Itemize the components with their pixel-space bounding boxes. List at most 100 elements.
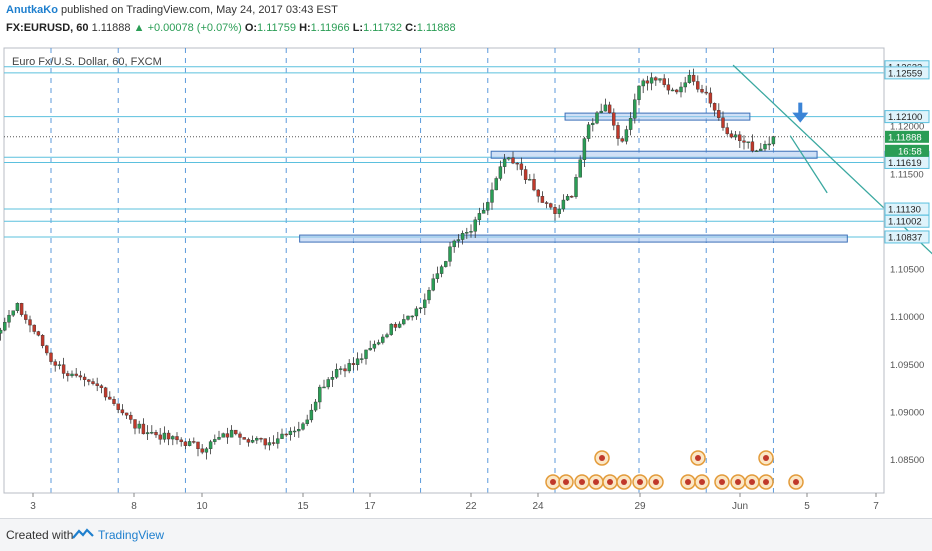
candle-body [410,315,414,318]
candle-body [297,429,301,432]
publish-info: published on TradingView.com, May 24, 20… [61,4,338,16]
event-flag-dot [599,455,605,461]
candle-body [498,166,503,179]
candle-body [112,399,116,404]
time-tick-label: 29 [634,501,646,512]
candle-body [423,299,427,308]
event-flag-dot [550,479,556,485]
candle-body [74,373,78,376]
candle-body [536,189,540,197]
candle-body [347,363,351,372]
candle-body [255,438,259,441]
candle-body [738,134,742,142]
event-flag-dot [637,479,643,485]
candle-body [196,441,200,450]
time-tick-label: 17 [364,501,376,512]
candle-body [586,124,591,139]
candle-body [322,386,326,389]
candle-body [444,261,448,267]
chart-header: AnutkaKo published on TradingView.com, M… [0,0,932,42]
price-level-box [884,230,930,244]
candle-body [24,314,28,320]
support-resistance-zone [564,112,751,121]
price-tick-label: 1.11500 [890,169,924,180]
event-flag-dot [621,479,627,485]
candle-body [469,231,473,233]
time-tick-label: 5 [804,501,810,512]
candle-body [120,409,125,414]
candle-body [427,289,431,301]
price-level-box [884,110,930,124]
candle-body [402,319,406,325]
candle-body [45,345,49,354]
tradingview-logo-icon[interactable] [72,527,94,541]
candle-body [532,179,536,191]
support-resistance-zone [490,150,818,159]
candle-body [771,136,776,145]
candle-body [418,307,423,309]
footer-bar: Created with TradingView [0,518,932,551]
candle-body [599,110,603,113]
candle-body [704,91,708,94]
price-axis: 1.120001.115001.110001.105001.100001.095… [883,48,930,493]
price-chart[interactable]: 1.120001.115001.110001.105001.100001.095… [0,42,932,518]
author-link[interactable]: AnutkaKo [6,4,58,16]
price-level-label: 1.12100 [888,112,922,123]
candle-body [187,441,192,446]
event-flag-dot [579,479,585,485]
candle-body [53,361,57,366]
candle-body [343,368,347,372]
candle-body [721,117,725,128]
candle-body [49,352,53,362]
candle-body [654,77,658,81]
chart-title: Euro Fx/U.S. Dollar, 60, FXCM [12,56,162,68]
candle-body [750,141,755,152]
low-key: L: [352,22,364,34]
candle-body [675,89,679,93]
event-flag-dot [695,455,701,461]
candle-body [595,112,599,124]
candle-body [494,178,498,191]
candle-body [141,423,146,435]
candle-body [574,177,578,197]
publish-line: AnutkaKo published on TradingView.com, M… [6,4,338,16]
price-tick-label: 1.10000 [890,312,924,323]
candle-body [460,232,465,240]
candle-body [540,196,545,203]
current-price-box [885,130,929,143]
candle-body [276,438,280,444]
tradingview-link[interactable]: TradingView [98,528,165,542]
candle-body [687,74,692,83]
candle-body [217,437,221,440]
candle-body [490,189,494,203]
price-tick-label: 1.10500 [890,265,924,276]
price-level-box [884,214,930,228]
candle-body [502,158,507,167]
high-key: H: [299,22,311,34]
candle-body [591,122,595,125]
event-flag-dot [763,455,769,461]
time-tick-label: 10 [196,501,208,512]
candle-body [246,439,251,443]
candle-body [103,387,108,398]
price-tick-label: 1.09000 [890,408,924,419]
candle-body [66,373,70,377]
price-level-label: 1.11619 [888,158,922,169]
candle-body [204,448,209,453]
candle-body [696,81,700,90]
candle-body [637,85,641,100]
candle-body [691,74,696,82]
candle-body [116,403,120,410]
ohlc-line: FX:EURUSD, 60 1.11888 ▲ +0.00078 (+0.07%… [6,22,456,34]
event-flag-dot [563,479,569,485]
candle-body [3,322,7,331]
candle-body [213,439,217,442]
candle-body [557,208,561,214]
price-tick-label: 1.09500 [890,360,924,371]
candle-body [465,232,469,234]
event-flag-dot [719,479,725,485]
support-resistance-zone [299,234,848,243]
candle-body [61,364,66,374]
change-value: +0.00078 (+0.07%) [147,22,242,34]
candle-body [36,331,41,336]
